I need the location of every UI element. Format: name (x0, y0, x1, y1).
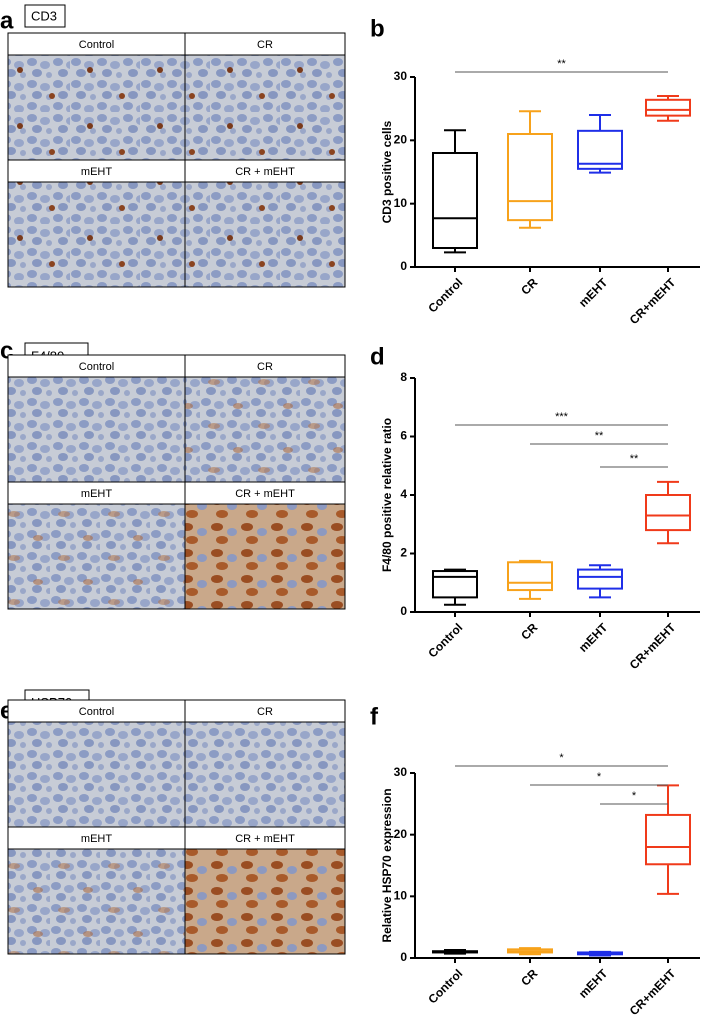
panel-letter: b (370, 15, 385, 42)
x-tick-label: CR+mEHT (627, 620, 679, 672)
image-label: CR (257, 39, 273, 51)
y-tick-label: 30 (394, 765, 408, 779)
micrograph (7, 181, 186, 288)
panel-letter: d (370, 343, 385, 370)
box (507, 133, 553, 222)
micrograph (184, 54, 346, 161)
significance-label: ** (557, 58, 566, 70)
y-axis-label: F4/80 positive relative ratio (380, 418, 394, 572)
x-tick-label: Control (425, 966, 465, 1006)
x-tick-label: CR+mEHT (627, 966, 679, 1018)
box (645, 98, 691, 117)
y-tick-label: 10 (394, 196, 408, 210)
image-label: Control (79, 706, 114, 718)
significance-label: * (559, 752, 564, 764)
image-label: CR + mEHT (235, 488, 295, 500)
y-tick-label: 30 (394, 69, 408, 83)
stain-box (24, 4, 66, 28)
image-label: CR + mEHT (235, 166, 295, 178)
significance-label: * (632, 790, 637, 802)
box (432, 152, 478, 249)
significance-label: ** (595, 430, 604, 442)
image-label: mEHT (81, 488, 112, 500)
micrograph (184, 848, 346, 955)
x-tick-label: CR (518, 966, 540, 988)
y-tick-label: 0 (400, 950, 407, 964)
significance-label: * (597, 771, 602, 783)
micrograph (184, 376, 346, 483)
micrograph (7, 848, 186, 955)
y-axis-label: Relative HSP70 expression (380, 788, 394, 942)
y-tick-label: 6 (400, 429, 407, 443)
box (577, 568, 623, 590)
x-tick-label: mEHT (576, 966, 611, 1001)
x-tick-label: CR (518, 275, 540, 297)
micrograph (7, 503, 186, 610)
x-tick-label: Control (425, 620, 465, 660)
image-label: CR (257, 706, 273, 718)
panel-letter: a (0, 7, 14, 34)
micrograph (184, 503, 346, 610)
image-label: CR + mEHT (235, 833, 295, 845)
y-tick-label: 0 (400, 604, 407, 618)
box (507, 561, 553, 592)
micrograph (184, 181, 346, 288)
y-tick-label: 20 (394, 133, 408, 147)
box (645, 813, 691, 866)
stain-label: CD3 (31, 8, 57, 23)
y-tick-label: 4 (400, 487, 407, 501)
box (645, 494, 691, 532)
micrograph (7, 54, 186, 161)
x-tick-label: CR+mEHT (627, 275, 679, 327)
image-label: CR (257, 361, 273, 373)
y-tick-label: 20 (394, 827, 408, 841)
y-tick-label: 2 (400, 546, 407, 560)
image-label: Control (79, 39, 114, 51)
micrograph (184, 721, 346, 828)
significance-label: *** (555, 411, 569, 423)
x-tick-label: Control (425, 275, 465, 315)
image-label: Control (79, 361, 114, 373)
image-label: mEHT (81, 166, 112, 178)
x-tick-label: mEHT (576, 275, 611, 310)
y-tick-label: 10 (394, 889, 408, 903)
y-axis-label: CD3 positive cells (380, 120, 394, 223)
x-tick-label: mEHT (576, 620, 611, 655)
image-label: mEHT (81, 833, 112, 845)
y-tick-label: 0 (400, 259, 407, 273)
box (577, 129, 623, 170)
box (432, 570, 478, 599)
significance-label: ** (630, 453, 639, 465)
micrograph (7, 721, 186, 828)
x-tick-label: CR (518, 620, 540, 642)
micrograph (7, 376, 186, 483)
panel-letter: f (370, 703, 379, 730)
y-tick-label: 8 (400, 370, 407, 384)
